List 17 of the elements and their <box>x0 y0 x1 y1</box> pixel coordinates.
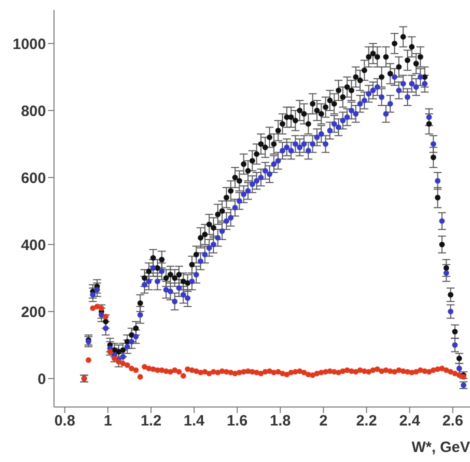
x-tick-label: 1.8 <box>270 412 291 430</box>
y-tick-label: 200 <box>20 304 46 321</box>
y-tick-label: 0 <box>38 370 46 388</box>
x-tick-label: 1.6 <box>226 412 248 430</box>
y-tick-label: 1000 <box>12 36 46 53</box>
x-axis-title: W*, GeV <box>412 439 470 456</box>
x-tick-label: 1 <box>104 412 112 430</box>
x-tick-label: 1.2 <box>140 412 162 430</box>
y-tick-label: 600 <box>20 170 46 187</box>
y-tick-label: 800 <box>20 102 46 120</box>
x-tick-label: 2.2 <box>356 412 377 430</box>
x-tick-label: 2.6 <box>442 412 464 430</box>
x-tick-label: 1.4 <box>184 412 206 430</box>
x-tick-label: 0.8 <box>54 412 76 430</box>
x-tick-label: 2.4 <box>399 412 421 430</box>
x-tick-label: 2 <box>319 412 328 430</box>
y-tick-label: 400 <box>20 236 46 254</box>
